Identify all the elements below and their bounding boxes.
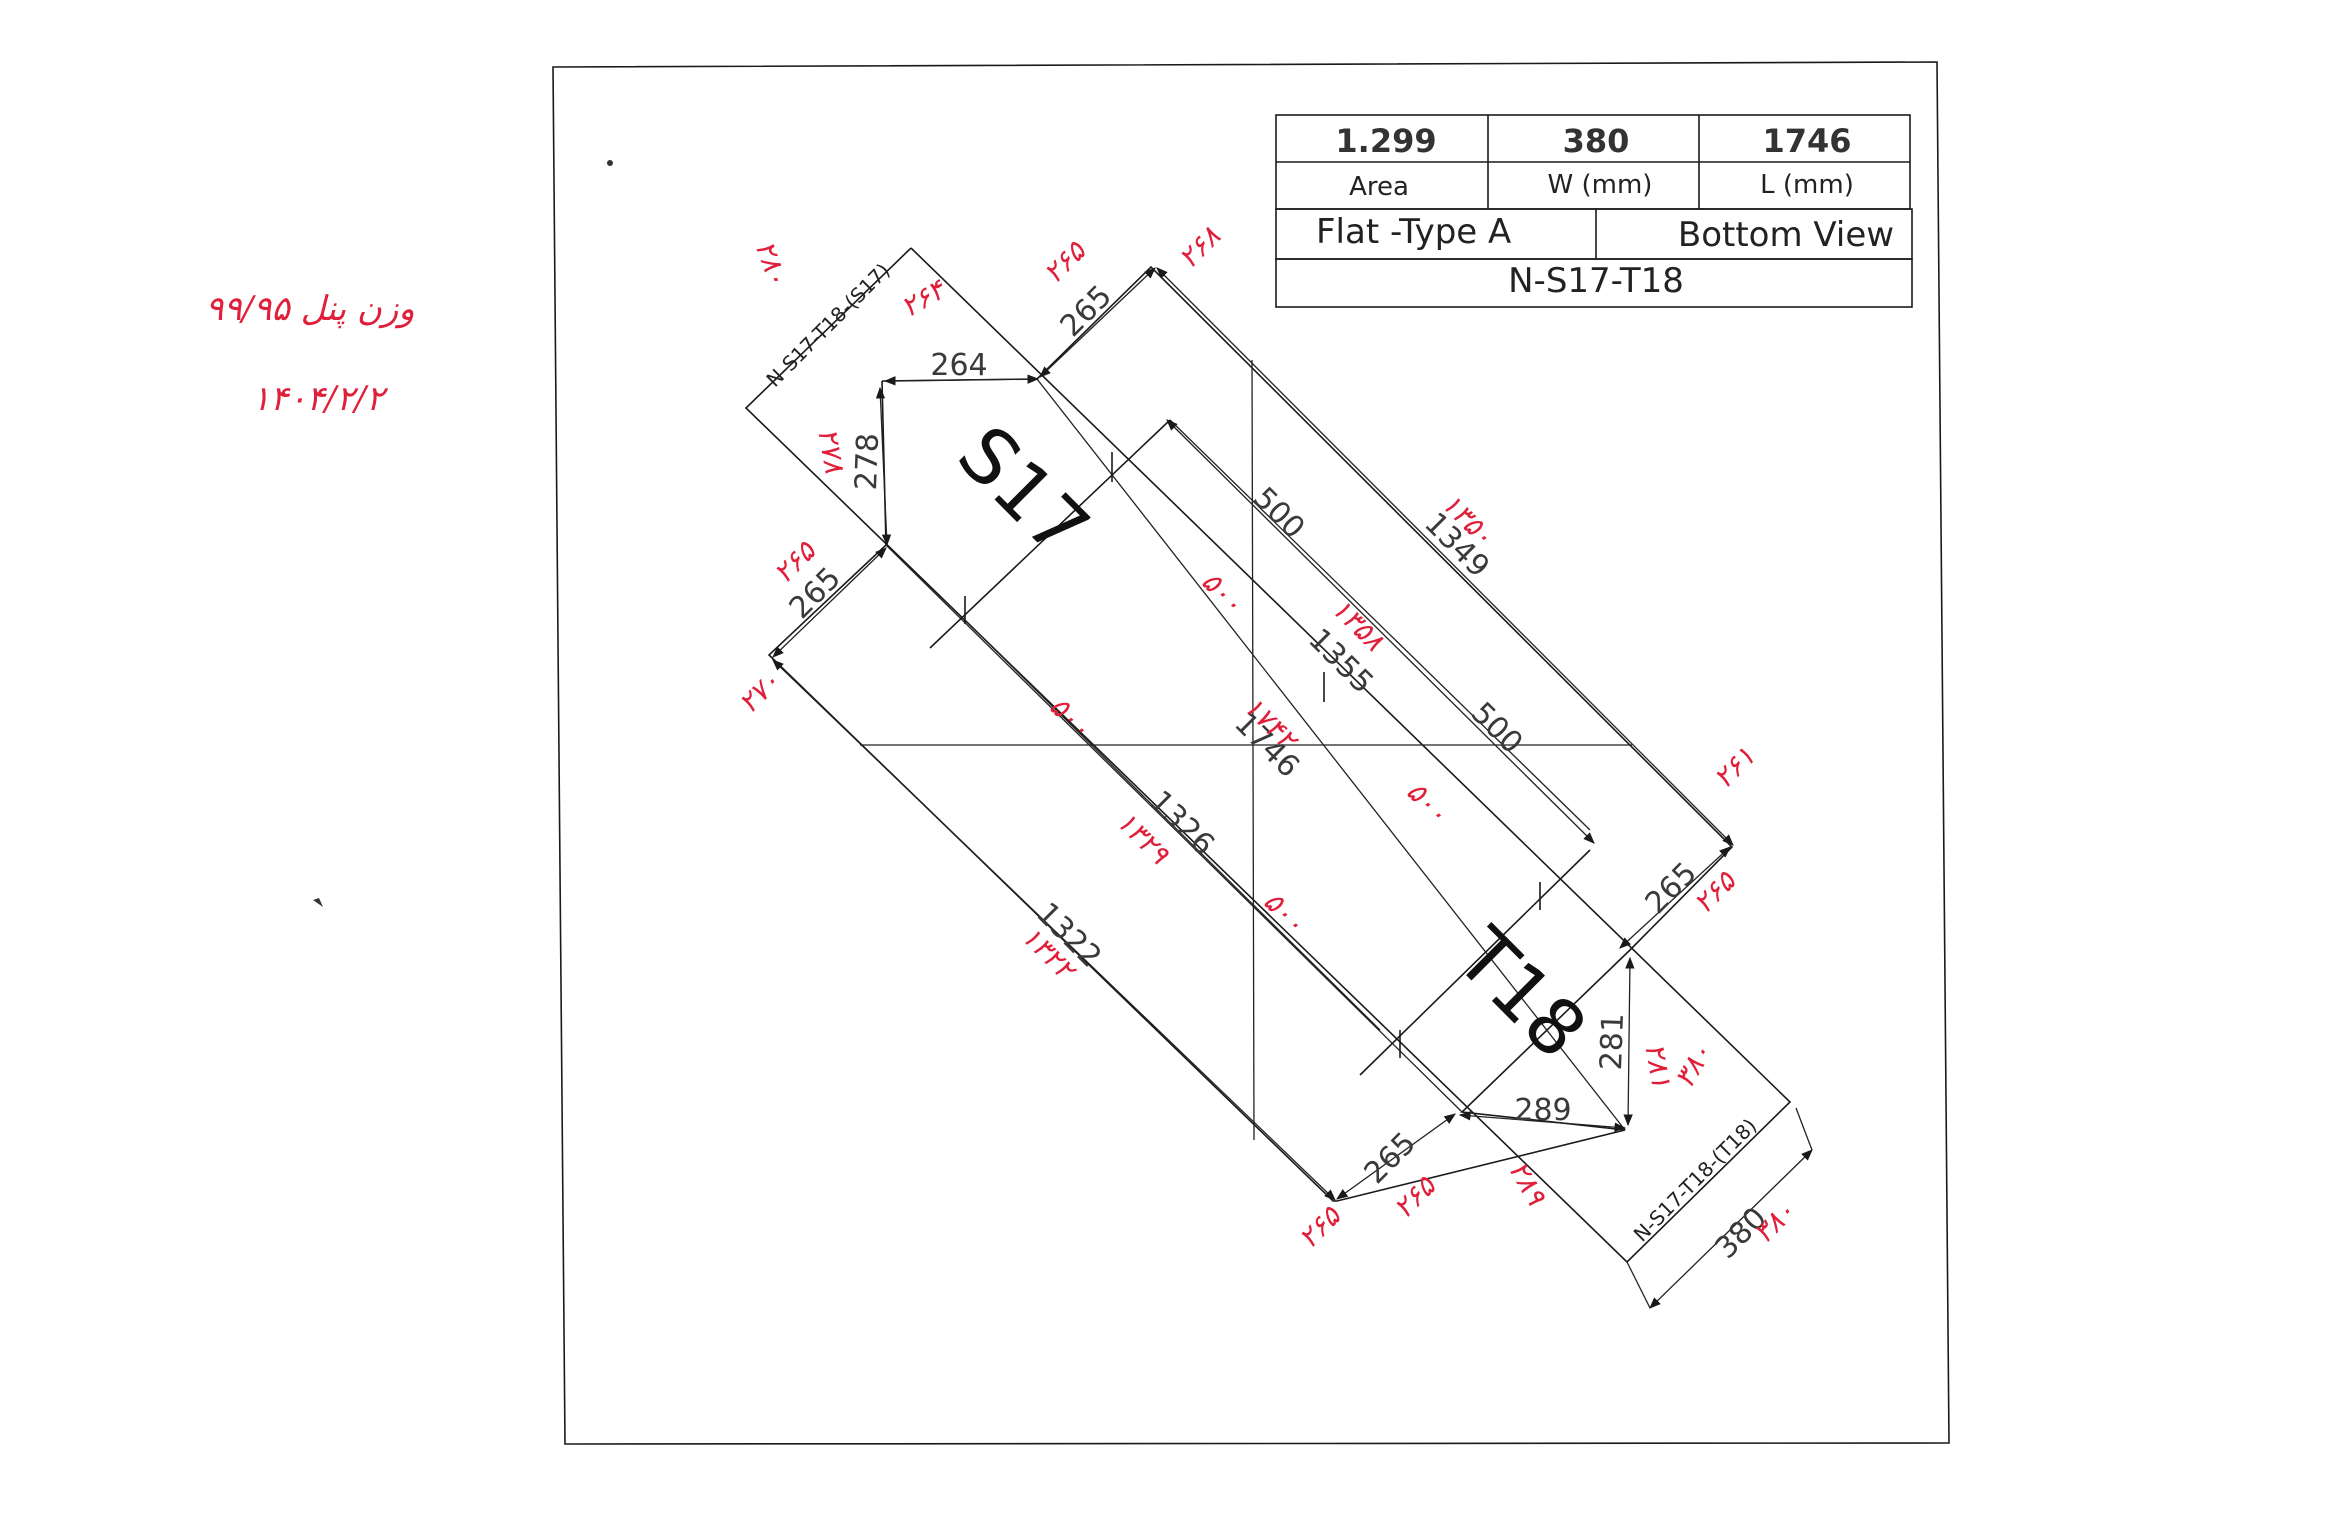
width-label: W (mm) — [1548, 170, 1653, 200]
area-value: 1.299 — [1335, 122, 1436, 160]
speck-mark — [607, 160, 613, 166]
drawing-frame — [552, 61, 1950, 1445]
dim-bottom-edge: 289 — [1514, 1093, 1571, 1128]
title-block: 1.299 380 1746 Area W (mm) L (mm) Flat -… — [1275, 114, 1913, 308]
hand-mark: ۲۸۱ — [1638, 1040, 1678, 1090]
hand-mark: ۵۰۰ — [1400, 775, 1455, 830]
hand-mark: ۲۶۱ — [1707, 740, 1762, 795]
hand-mark: ۲۷۰ — [732, 665, 787, 720]
hand-mark: ۵۰۰ — [1257, 885, 1312, 940]
date-note: ۱۴۰۴/۲/۲ — [252, 379, 389, 419]
dim-top-chamfer-upper: 265 — [1054, 279, 1119, 344]
hand-mark: ۵۰۰ — [1043, 690, 1098, 745]
hand-mark: ۲۶۸ — [1172, 220, 1227, 275]
width-value: 380 — [1563, 122, 1630, 160]
view-label: Bottom View — [1678, 215, 1894, 255]
panel-type: Flat -Type A — [1316, 212, 1511, 252]
hand-mark: ۵۰۰ — [1195, 565, 1250, 620]
dim-offset-upper: 500 — [1246, 481, 1311, 546]
dim-bottom-side: 281 — [1594, 1012, 1631, 1070]
hand-mark: ۲۶۵ — [1292, 1198, 1349, 1255]
dim-top-edge: 264 — [930, 348, 987, 383]
length-label: L (mm) — [1760, 170, 1854, 200]
dimension-lines — [772, 267, 1813, 1309]
hand-mark: ۲۸۹ — [1502, 1155, 1554, 1211]
area-label: Area — [1349, 172, 1409, 202]
panel-id: N-S17-T18 — [1508, 261, 1684, 301]
dim-offset-lower: 500 — [1464, 696, 1529, 761]
dim-top-side: 278 — [849, 432, 886, 490]
hand-mark: ۲۸۰ — [748, 236, 794, 290]
s17-label: S17 — [941, 409, 1106, 574]
hand-mark: ۲۶۵ — [1037, 233, 1094, 290]
t18-label: T18 — [1439, 910, 1604, 1075]
weight-note: وزن پنل ۹۹/۹۵ — [205, 289, 414, 329]
length-value: 1746 — [1762, 122, 1851, 160]
speck-mark — [313, 898, 323, 907]
hand-mark: ۲۷۸ — [811, 425, 851, 475]
